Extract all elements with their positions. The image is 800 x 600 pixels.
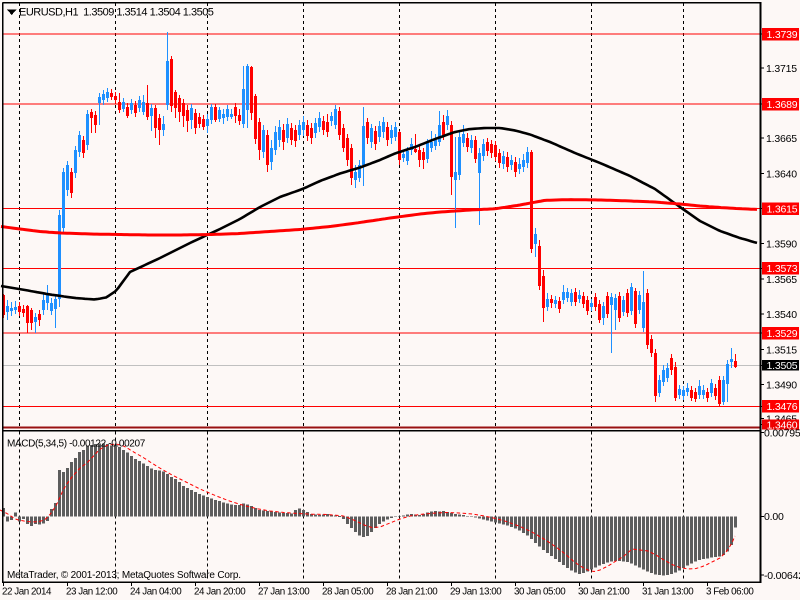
svg-text:3 Feb 06:00: 3 Feb 06:00 <box>706 587 754 598</box>
svg-text:1.3615: 1.3615 <box>767 204 798 216</box>
svg-text:28 Jan 05:00: 28 Jan 05:00 <box>322 587 374 598</box>
svg-text:1.3540: 1.3540 <box>766 309 797 321</box>
svg-text:30 Jan 21:00: 30 Jan 21:00 <box>578 587 630 598</box>
svg-text:29 Jan 13:00: 29 Jan 13:00 <box>450 587 502 598</box>
svg-text:1.3490: 1.3490 <box>766 379 797 391</box>
svg-text:1.3515: 1.3515 <box>766 344 797 356</box>
svg-text:MACD(5,34,5) -0.00122 -0.00207: MACD(5,34,5) -0.00122 -0.00207 <box>7 439 146 450</box>
svg-text:1.3529: 1.3529 <box>767 328 798 340</box>
svg-text:EURUSD,H1 1.3509 1.3514 1.350: EURUSD,H1 1.3509 1.3514 1.3504 1.3505 <box>19 7 214 19</box>
svg-text:23 Jan 12:00: 23 Jan 12:00 <box>66 587 118 598</box>
svg-text:28 Jan 21:00: 28 Jan 21:00 <box>386 587 438 598</box>
svg-text:0.00795: 0.00795 <box>764 427 800 439</box>
svg-text:1.3739: 1.3739 <box>767 29 798 41</box>
svg-text:1.3715: 1.3715 <box>766 63 797 75</box>
svg-text:1.3689: 1.3689 <box>767 99 798 111</box>
svg-text:1.3460: 1.3460 <box>767 419 798 431</box>
svg-text:-0.00642: -0.00642 <box>764 570 800 582</box>
svg-text:1.3573: 1.3573 <box>767 263 798 275</box>
svg-text:30 Jan 05:00: 30 Jan 05:00 <box>514 587 566 598</box>
svg-text:1.3665: 1.3665 <box>766 133 797 145</box>
svg-text:27 Jan 13:00: 27 Jan 13:00 <box>258 587 310 598</box>
svg-text:MetaTrader, © 2001-2013; MetaQ: MetaTrader, © 2001-2013; MetaQuotes Soft… <box>7 570 241 581</box>
svg-text:1.3590: 1.3590 <box>766 238 797 250</box>
svg-text:1.3565: 1.3565 <box>766 274 797 286</box>
svg-text:0.00: 0.00 <box>764 511 784 523</box>
svg-text:1.3640: 1.3640 <box>766 168 797 180</box>
svg-text:24 Jan 04:00: 24 Jan 04:00 <box>130 587 182 598</box>
svg-text:1.3476: 1.3476 <box>767 401 798 413</box>
svg-text:1.3505: 1.3505 <box>767 360 798 372</box>
svg-text:22 Jan 2014: 22 Jan 2014 <box>2 587 52 598</box>
svg-text:31 Jan 13:00: 31 Jan 13:00 <box>642 587 694 598</box>
svg-text:24 Jan 20:00: 24 Jan 20:00 <box>194 587 246 598</box>
